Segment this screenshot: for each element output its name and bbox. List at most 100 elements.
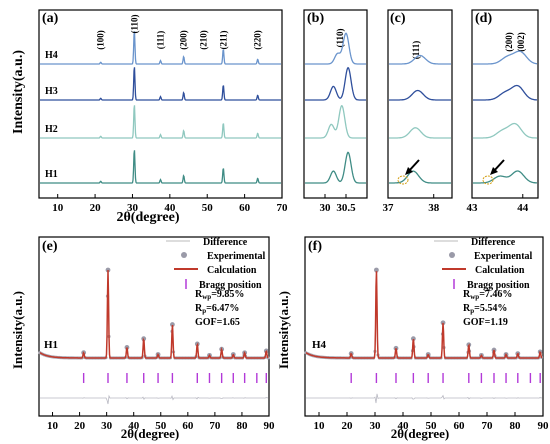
calculation-line	[305, 271, 543, 359]
panel-f: 10 20 30 40 50 60 70 80 90	[304, 236, 550, 432]
series-line-H4	[40, 31, 281, 65]
x-tick-label: 43	[467, 202, 479, 214]
rp-label: Rp=6.47%	[195, 303, 239, 315]
zoom-peak-label-d: (200)	[504, 32, 514, 52]
x-tick-label: 60	[239, 202, 251, 214]
panel-label-f: (f)	[308, 239, 322, 254]
arrow-head	[405, 167, 413, 175]
x-axis-label-e: 2θ(degree)	[121, 426, 180, 441]
series-line-H3	[305, 66, 366, 101]
legend-experimental-swatch	[181, 252, 187, 258]
x-tick-label: 40	[164, 202, 176, 214]
peak-label: (200)	[179, 30, 189, 50]
calculation-line	[39, 269, 269, 359]
legend-f: Difference Experimental Calculation Brag…	[434, 237, 533, 291]
sample-label-e: H1	[44, 339, 58, 351]
experimental-peak-point	[374, 267, 379, 273]
rp-value: 6.47%	[212, 303, 240, 314]
panel-label-e: (e)	[42, 239, 58, 254]
x-tick-label: 10	[52, 202, 64, 214]
rwp-value: 9.85%	[217, 289, 245, 300]
stats-e: Rwp=9.85% Rp=6.47% GOF=1.65	[195, 289, 244, 328]
experimental-peak-point	[141, 336, 147, 342]
gof-value: GOF=1.65	[195, 317, 240, 328]
series-line-H2	[40, 105, 281, 139]
x-tick-label: 50	[155, 420, 167, 432]
sample-label-f: H4	[312, 339, 327, 351]
x-tick-label: 38	[428, 202, 440, 214]
series-line-H2	[305, 105, 366, 139]
series-line-H1	[40, 150, 281, 184]
series-line-H1	[473, 170, 537, 184]
x-tick-label: 10	[47, 420, 59, 432]
panel-label-a: (a)	[42, 11, 59, 26]
x-axis-label-top: 2θ(degree)	[116, 210, 179, 225]
sample-label: H4	[45, 50, 58, 61]
plot-frame	[387, 9, 453, 199]
y-axis-label-f: Intensity(a.u.)	[276, 291, 291, 369]
legend-bragg-label: Bragg position	[467, 280, 530, 291]
series-line-H3	[389, 89, 451, 101]
x-tick-label: 70	[277, 202, 289, 214]
y-axis-label-e: Intensity(a.u.)	[10, 291, 25, 369]
x-tick-label: 40	[128, 420, 140, 432]
x-tick-label: 50	[202, 202, 214, 214]
series-line-H4	[389, 54, 451, 65]
x-tick-label: 30	[370, 420, 382, 432]
x-tick-label: 40	[398, 420, 410, 432]
legend-experimental-swatch	[449, 252, 455, 258]
x-tick-label: 20	[90, 202, 102, 214]
x-tick-label: 70	[209, 420, 221, 432]
plot-layer: 10 20 30 40 50 60 70 H1 H2 H3 H4 (100) (110) (111) (20…	[38, 9, 550, 432]
zoom-peak-label-b: (110)	[335, 28, 345, 47]
x-tick-label: 90	[538, 420, 550, 432]
panel-c: 37 38	[383, 9, 453, 214]
experimental-peak-point	[170, 322, 175, 327]
peak-label: (100)	[96, 30, 106, 50]
experimental-peak-point	[410, 336, 416, 342]
plot-frame	[471, 9, 539, 199]
plot-frame	[304, 236, 544, 417]
legend-experimental-label: Experimental	[207, 251, 266, 262]
peak-label: (220)	[253, 30, 263, 50]
x-tick-label: 60	[454, 420, 466, 432]
series-line-H4	[305, 32, 366, 65]
x-tick-label: 37	[383, 202, 395, 214]
panel-a: 10 20 30 40 50 60 70 H1 H2 H3 H4 (100) (110) (111) (20…	[38, 9, 289, 214]
panel-b: 30 30.5	[303, 9, 368, 214]
x-tick-label: 20	[74, 420, 86, 432]
plot-frame	[303, 9, 368, 199]
highlight-circle	[397, 175, 409, 185]
highlight-circle	[482, 175, 494, 185]
difference-line	[40, 394, 269, 405]
series-line-H4	[473, 50, 537, 65]
x-tick-label: 10	[314, 420, 326, 432]
panel-label-c: (c)	[390, 11, 406, 26]
panel-d: 43 44	[467, 9, 539, 214]
legend-difference-label: Difference	[203, 237, 248, 248]
series-line-H2	[473, 122, 537, 139]
peak-label: (111)	[156, 31, 166, 50]
legend-calculation-label: Calculation	[207, 265, 257, 276]
x-tick-label: 30	[320, 202, 332, 214]
arrow-head	[490, 167, 498, 175]
y-axis-label-top: Intensity(a.u.)	[11, 50, 26, 134]
panel-label-b: (b)	[307, 11, 324, 26]
sample-label: H1	[45, 169, 58, 180]
x-tick-label: 30	[101, 420, 113, 432]
x-tick-label: 60	[182, 420, 194, 432]
series-line-H1	[305, 151, 366, 184]
panel-label-d: (d)	[475, 11, 492, 26]
x-tick-label: 20	[342, 420, 354, 432]
peak-label: (110)	[129, 14, 139, 33]
legend-bragg-label: Bragg position	[199, 280, 262, 291]
legend-experimental-label: Experimental	[474, 251, 533, 262]
x-tick-label: 80	[236, 420, 248, 432]
series-line-H3	[473, 84, 537, 101]
series-line-H2	[389, 127, 451, 139]
plot-frame	[38, 9, 283, 199]
stats-f: Rwp=7.46% Rp=5.54% GOF=1.19	[463, 289, 512, 328]
peak-label: (211)	[218, 30, 228, 49]
x-tick-label: 90	[264, 420, 276, 432]
